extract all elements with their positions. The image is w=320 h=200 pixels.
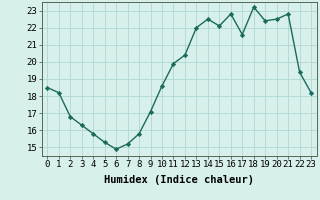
X-axis label: Humidex (Indice chaleur): Humidex (Indice chaleur) bbox=[104, 175, 254, 185]
